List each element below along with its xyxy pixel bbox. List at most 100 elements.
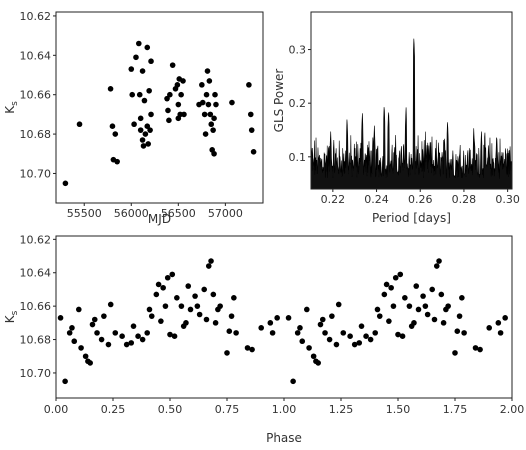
data-point	[285, 315, 292, 321]
data-point	[141, 97, 148, 104]
data-point	[164, 95, 170, 102]
data-point	[135, 333, 141, 340]
x-tick-label: 0.22	[321, 193, 346, 206]
data-point	[137, 115, 144, 122]
data-point	[87, 360, 93, 366]
data-point	[187, 306, 194, 313]
x-tick-label: 1.25	[329, 403, 354, 416]
data-point	[201, 111, 208, 118]
x-tick-label: 57000	[208, 207, 243, 220]
data-point	[119, 333, 125, 340]
data-point	[82, 353, 89, 360]
data-point	[299, 338, 306, 345]
data-point	[248, 127, 255, 133]
data-point	[335, 301, 342, 308]
data-point	[145, 141, 152, 147]
x-tick-label: 0.30	[495, 193, 520, 206]
data-point	[210, 127, 216, 133]
data-point	[101, 313, 107, 319]
y-tick-label: 0.1	[289, 151, 307, 164]
data-point	[399, 333, 406, 340]
data-point	[78, 345, 84, 351]
x-tick-label: 0.75	[215, 403, 240, 416]
data-point	[304, 306, 310, 313]
data-point	[148, 313, 155, 319]
data-point	[224, 350, 230, 356]
y-axis-label: Ks	[3, 310, 20, 323]
data-point	[210, 291, 217, 298]
mjd-lightcurve-panel: 55500 56000 56500 57000 10.62 10.64 10.66 10.68…	[3, 10, 264, 226]
data-point	[204, 68, 211, 74]
data-point	[269, 330, 276, 336]
data-point	[233, 330, 239, 336]
data-point	[454, 328, 461, 334]
data-point	[297, 325, 303, 331]
x-tick-label: 55500	[67, 207, 102, 220]
data-point	[139, 336, 146, 343]
data-point	[495, 320, 502, 326]
data-point	[112, 131, 119, 137]
data-point	[178, 303, 185, 309]
data-point	[351, 341, 358, 348]
data-point	[174, 294, 180, 301]
data-point	[166, 117, 172, 124]
data-point	[461, 330, 467, 336]
data-point	[155, 281, 162, 288]
data-point	[356, 340, 363, 346]
plot-frame	[55, 235, 513, 399]
data-point	[203, 316, 210, 323]
data-point	[497, 330, 504, 336]
data-point	[66, 330, 73, 336]
data-point	[386, 318, 392, 324]
data-point	[62, 378, 68, 385]
y-tick-label: 10.70	[20, 367, 52, 380]
data-point	[128, 340, 135, 346]
data-point	[136, 91, 143, 98]
data-point	[180, 78, 186, 84]
data-point	[217, 303, 223, 309]
data-point	[158, 318, 164, 324]
data-point	[374, 306, 381, 313]
data-point	[274, 315, 280, 321]
data-point	[201, 286, 207, 293]
data-point	[98, 336, 105, 343]
data-point	[319, 316, 326, 323]
data-point	[388, 284, 394, 291]
data-point	[174, 82, 181, 88]
data-point	[381, 291, 388, 298]
data-point	[290, 378, 296, 385]
data-point	[226, 328, 233, 334]
data-point	[231, 294, 237, 301]
data-point	[208, 258, 214, 264]
data-point	[148, 111, 154, 118]
data-point	[137, 127, 144, 133]
plot-frame	[310, 11, 513, 190]
data-point	[162, 303, 169, 309]
x-tick-label: 1.00	[272, 403, 297, 416]
data-point	[340, 330, 347, 336]
data-point	[144, 330, 150, 336]
y-tick-label: 10.62	[20, 233, 52, 246]
x-tick-label: 0.25	[101, 403, 126, 416]
data-point	[208, 121, 215, 128]
data-point	[433, 263, 440, 269]
data-point	[358, 323, 365, 329]
x-axis-label: Period [days]	[372, 211, 451, 225]
data-point	[363, 333, 369, 340]
data-point	[397, 271, 404, 278]
y-tick-label: 10.68	[20, 128, 52, 141]
data-point	[212, 91, 218, 98]
data-point	[140, 143, 147, 149]
x-tick-label: 1.50	[386, 403, 411, 416]
x-tick-label: 56500	[161, 207, 196, 220]
data-point	[203, 91, 210, 98]
x-tick-label: 0.50	[158, 403, 183, 416]
data-point	[315, 360, 322, 366]
data-point	[129, 91, 136, 98]
data-point	[107, 85, 114, 92]
data-point	[114, 158, 120, 165]
data-point	[502, 315, 508, 321]
data-point	[181, 111, 187, 118]
data-point	[171, 333, 178, 340]
data-point	[249, 346, 255, 353]
